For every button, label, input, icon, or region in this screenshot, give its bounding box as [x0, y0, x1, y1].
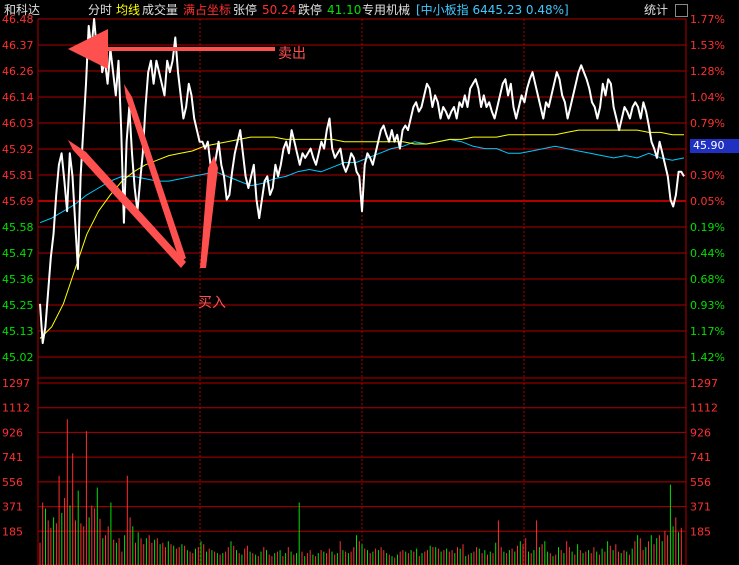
buy-label: 买入: [198, 295, 226, 311]
price-tick-label: 45.58: [2, 221, 34, 234]
vol-tick-label: 371: [2, 501, 23, 514]
pct-tick-label: 0.30%: [690, 169, 725, 182]
sector-name: 专用机械: [362, 3, 411, 17]
pct-tick-label: 1.17%: [690, 325, 725, 338]
stock-name: 和科达: [4, 3, 41, 17]
pct-tick-label: 1.28%: [690, 65, 725, 78]
axis-ticks: 46.48 1.77% 46.37 1.53% 46.26 1.28% 46.14 1.04%…: [2, 13, 725, 538]
pct-tick-label: 1.04%: [690, 91, 725, 104]
vol-tick-label-right: 371: [690, 501, 711, 514]
vol-tick-label: 185: [2, 525, 23, 538]
pct-tick-label: 1.77%: [690, 13, 725, 26]
pct-tick-label: 0.19%: [690, 221, 725, 234]
price-tick-label: 46.37: [2, 39, 34, 52]
current-price-marker: 45.90: [690, 139, 739, 153]
price-tick-label: 46.48: [2, 13, 34, 26]
chart-grid: [37, 18, 687, 565]
buy-arrow-1: [68, 140, 186, 268]
price-tick-label: 45.81: [2, 169, 34, 182]
price-tick-label: 45.92: [2, 143, 34, 156]
pct-tick-label: 0.93%: [690, 299, 725, 312]
index-info: [中小板指 6445.23 0.48%]: [416, 3, 569, 17]
chart-header: 和科达 分时 均线 成交量 满占坐标 张停 50.24 跌停 41.10 专用机…: [0, 0, 739, 20]
stats-button[interactable]: 统计: [644, 3, 669, 17]
limit-down-label: 跌停: [298, 3, 323, 17]
pct-tick-label: 1.53%: [690, 39, 725, 52]
price-tick-label: 45.25: [2, 299, 34, 312]
pct-tick-label: 0.68%: [690, 273, 725, 286]
price-tick-label: 46.26: [2, 65, 34, 78]
vol-tick-label: 556: [2, 476, 23, 489]
volume-toggle[interactable]: 成交量: [142, 3, 179, 17]
pct-tick-label: 0.05%: [690, 195, 725, 208]
close-box-icon[interactable]: [675, 4, 688, 17]
vol-tick-label-right: 185: [690, 525, 711, 538]
volume-bars: [39, 419, 682, 565]
vol-tick-label-right: 1297: [690, 377, 718, 390]
pct-tick-label: 0.79%: [690, 117, 725, 130]
limit-up-label: 张停: [233, 3, 258, 17]
buy-arrow-3: [200, 156, 218, 268]
vol-tick-label: 741: [2, 451, 23, 464]
price-line: [39, 18, 685, 345]
price-lines: [39, 18, 685, 345]
vol-tick-label-right: 926: [690, 426, 711, 439]
avg-line-toggle[interactable]: 均线: [116, 3, 141, 17]
vol-tick-label-right: 1112: [690, 402, 718, 415]
limit-down-value: 41.10: [327, 3, 362, 17]
price-tick-label: 46.14: [2, 91, 34, 104]
vol-tick-label-right: 556: [690, 476, 711, 489]
sell-label: 卖出: [278, 46, 306, 62]
vol-tick-label: 1297: [2, 377, 30, 390]
price-tick-label: 45.36: [2, 273, 34, 286]
price-tick-label: 45.47: [2, 247, 34, 260]
pct-tick-label: 1.42%: [690, 351, 725, 364]
pct-tick-label: 0.44%: [690, 247, 725, 260]
avg-line: [39, 129, 684, 339]
annotations: 卖出 买入: [68, 29, 306, 311]
limit-up-value: 50.24: [262, 3, 297, 17]
index-line: [39, 138, 685, 224]
vol-tick-label-right: 741: [690, 451, 711, 464]
buy-arrow-2: [124, 84, 186, 262]
full-coords-toggle[interactable]: 满占坐标: [183, 3, 232, 17]
price-tick-label: 45.13: [2, 325, 34, 338]
price-tick-label: 45.69: [2, 195, 34, 208]
price-tick-label: 45.02: [2, 351, 34, 364]
vol-tick-label: 926: [2, 426, 23, 439]
price-tick-label: 46.03: [2, 117, 34, 130]
vol-tick-label: 1112: [2, 402, 30, 415]
mode-tab[interactable]: 分时: [88, 3, 113, 17]
